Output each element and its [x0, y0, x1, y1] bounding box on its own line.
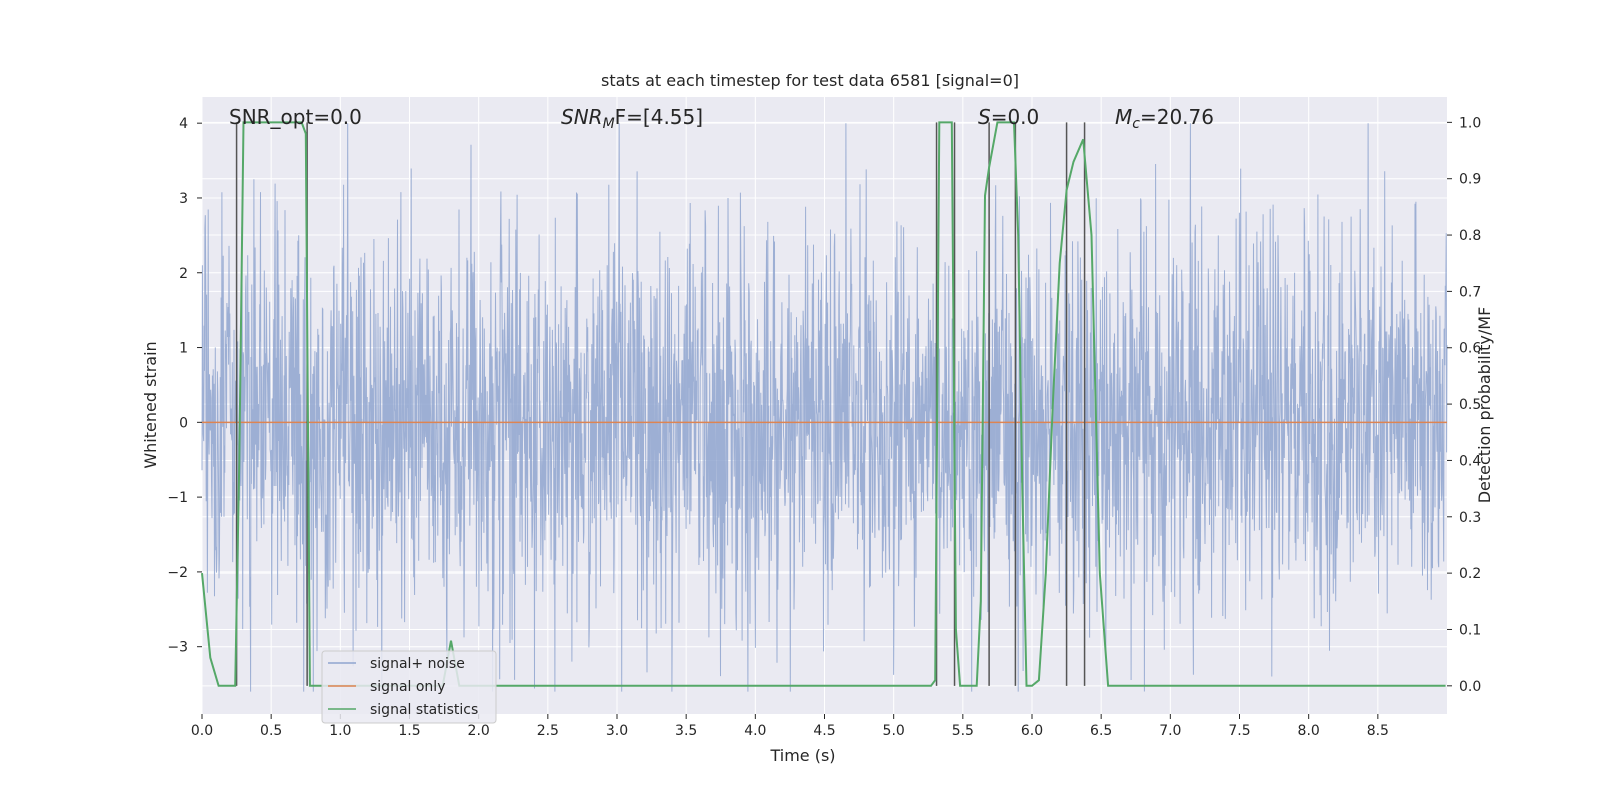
y-right-tick-label-6: 0.4 [1459, 453, 1481, 469]
y-axis-ticks: 4 3 2 1 0 −1 −2 −3 [167, 116, 202, 656]
y-tick-label-4: 0 [179, 415, 188, 431]
x-tick-label-5: 2.5 [537, 723, 559, 739]
x-tick-label-12: 6.0 [1021, 723, 1043, 739]
y-tick-label-0: 4 [179, 116, 188, 132]
x-axis-label: Time (s) [769, 746, 835, 765]
legend: signal+ noise signal only signal statist… [321, 650, 497, 724]
x-tick-label-4: 2.0 [468, 723, 490, 739]
x-tick-label-11: 5.5 [952, 723, 974, 739]
y-right-tick-label-0: 1.0 [1459, 115, 1481, 131]
x-tick-label-10: 5.0 [883, 723, 905, 739]
chart-title: stats at each timestep for test data 658… [601, 71, 1019, 90]
x-tick-label-6: 3.0 [606, 723, 628, 739]
y-tick-label-3: 1 [179, 341, 188, 357]
y-axis-right-label: Detection probability/MF [1475, 307, 1494, 504]
y-tick-label-7: −3 [167, 640, 188, 656]
legend-label-signal-statistics: signal statistics [370, 702, 478, 718]
y-right-tick-label-7: 0.3 [1459, 510, 1481, 526]
annotation-mc: Mc=20.76 [1115, 105, 1214, 132]
y-axis-label: Whitened strain [141, 341, 160, 468]
x-tick-label-17: 8.5 [1367, 723, 1389, 739]
y-tick-label-5: −1 [167, 490, 188, 506]
x-tick-label-13: 6.5 [1090, 723, 1112, 739]
x-tick-label-15: 7.5 [1228, 723, 1250, 739]
y-right-tick-label-5: 0.5 [1459, 397, 1481, 413]
x-axis-ticks: 0.0 0.5 1.0 1.5 2.0 2.5 3.0 3.5 4.0 4.5 5.0 5.5 6.0 6… [191, 714, 1389, 739]
y-tick-label-6: −2 [167, 565, 188, 581]
noise-trace [201, 123, 1448, 692]
series-signal-noise [201, 123, 1448, 692]
x-tick-label-8: 4.0 [744, 723, 766, 739]
legend-label-signal-noise: signal+ noise [370, 656, 465, 672]
signal-statistics-line [201, 121, 1446, 687]
legend-box [321, 650, 497, 724]
y-axis-right-ticks: 1.0 0.9 0.8 0.7 0.6 0.5 0.4 0.3 0.2 0.1 0.0 [1447, 115, 1481, 695]
y-right-tick-label-1: 0.9 [1459, 172, 1481, 188]
y-right-tick-label-2: 0.8 [1459, 228, 1481, 244]
series-signal-statistics [201, 121, 1446, 687]
x-tick-label-2: 1.0 [329, 723, 351, 739]
legend-label-signal-only: signal only [370, 679, 445, 695]
y-tick-label-1: 3 [179, 191, 188, 207]
x-tick-label-9: 4.5 [813, 723, 835, 739]
y-right-tick-label-3: 0.7 [1459, 284, 1481, 300]
x-tick-label-0: 0.0 [191, 723, 213, 739]
x-tick-label-3: 1.5 [398, 723, 420, 739]
y-tick-label-2: 2 [179, 266, 188, 282]
x-tick-label-1: 0.5 [260, 723, 282, 739]
y-right-tick-label-4: 0.6 [1459, 341, 1481, 357]
annotation-s: S=0.0 [978, 105, 1039, 129]
x-tick-label-14: 7.0 [1159, 723, 1181, 739]
annotation-snr-mf: SNRMF=[4.55] [561, 105, 703, 132]
y-right-tick-label-10: 0.0 [1459, 679, 1481, 695]
y-right-tick-label-8: 0.2 [1459, 566, 1481, 582]
annotation-snr-opt: SNR_opt=0.0 [229, 105, 362, 129]
y-right-tick-label-9: 0.1 [1459, 622, 1481, 638]
x-tick-label-7: 3.5 [675, 723, 697, 739]
x-tick-label-16: 8.0 [1298, 723, 1320, 739]
